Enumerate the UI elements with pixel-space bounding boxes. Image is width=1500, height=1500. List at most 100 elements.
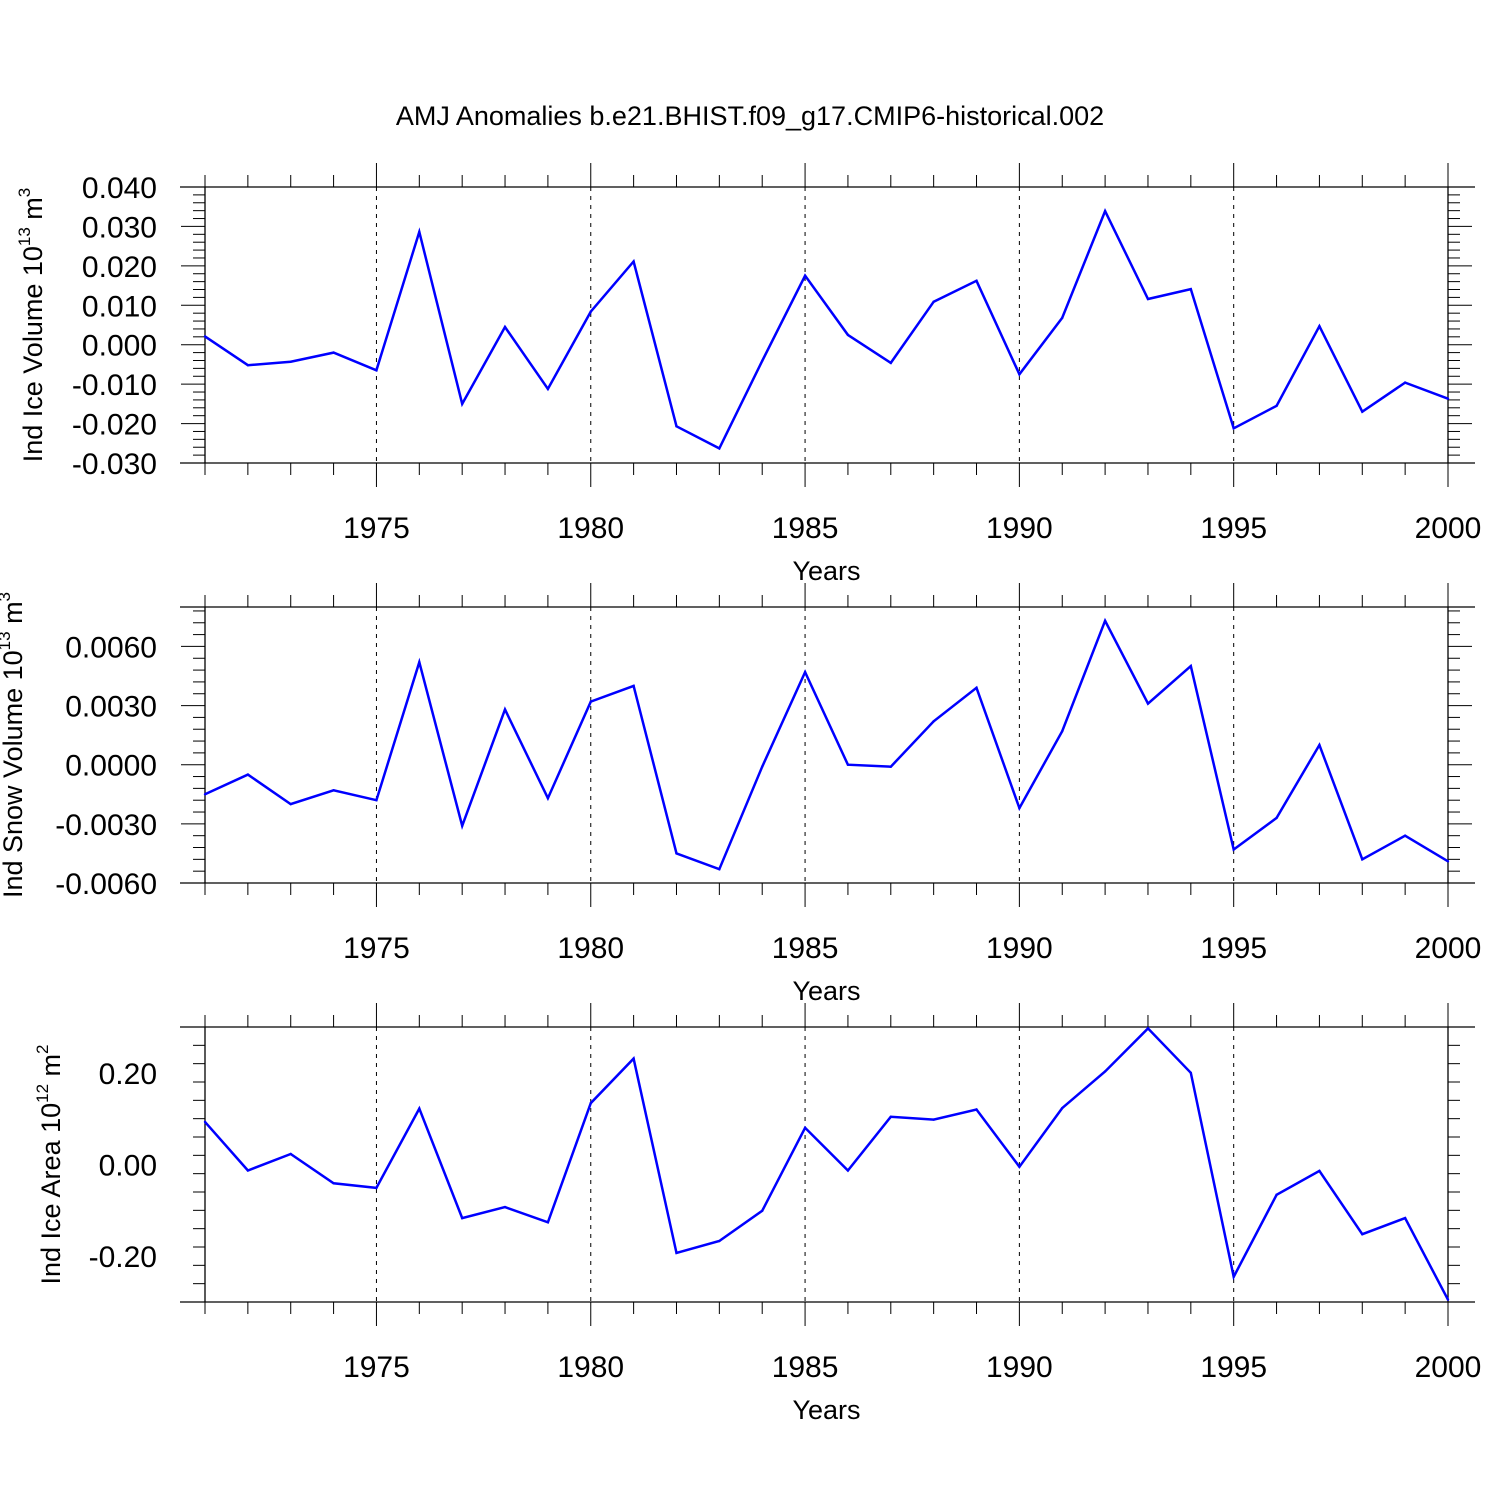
y-axis-label-unit-exp: 3 [0, 592, 14, 601]
x-tick-label: 1980 [557, 512, 624, 545]
data-point [418, 661, 421, 664]
data-point [1403, 381, 1407, 384]
data-point [632, 684, 635, 688]
x-tick-label: 1975 [343, 512, 410, 545]
data-point [332, 1182, 335, 1185]
y-axis-label-text: Ind Snow Volume 10 [0, 650, 28, 898]
data-point [975, 686, 978, 690]
y-tick-label: -0.20 [89, 1241, 157, 1274]
y-axis-label-unit-exp: 3 [15, 188, 34, 197]
data-point [889, 765, 892, 768]
y-tick-label: 0.030 [82, 211, 157, 244]
data-point [375, 799, 378, 802]
data-point [1146, 297, 1150, 301]
data-point [1446, 860, 1450, 863]
data-point [289, 1152, 292, 1156]
y-tick-label: -0.020 [72, 409, 157, 442]
data-point [932, 1118, 935, 1121]
data-point [546, 387, 550, 391]
data-point [1446, 397, 1450, 400]
data-point [932, 300, 935, 303]
data-point [1146, 702, 1150, 705]
y-axis-label: Ind Ice Volume 1013 m3 [15, 188, 48, 463]
y-axis-label-text: Ind Ice Volume 10 [18, 246, 48, 462]
data-point [975, 1108, 978, 1111]
data-point [418, 1107, 421, 1110]
y-tick-label: 0.010 [82, 290, 157, 323]
data-point [246, 364, 250, 367]
data-point [1361, 858, 1364, 861]
series-line [204, 617, 1449, 871]
data-point [203, 335, 207, 338]
data-point [1061, 730, 1064, 733]
data-point [246, 1169, 250, 1172]
data-point [718, 1239, 721, 1243]
x-tick-label: 1995 [1200, 1351, 1267, 1384]
y-axis-label: Ind Snow Volume 1013 m3 [0, 592, 28, 898]
data-point [718, 868, 721, 871]
panels: -0.030 -0.020 -0.010 0.000 0.010 0.020 0.030 0.… [0, 163, 1481, 1425]
x-tick-label: 1990 [986, 512, 1053, 545]
data-point [1018, 373, 1021, 376]
data-point [889, 361, 892, 365]
x-tick-label: 1985 [772, 932, 839, 965]
chart-title: AMJ Anomalies b.e21.BHIST.f09_g17.CMIP6-… [396, 101, 1104, 131]
x-tick-label: 1985 [772, 512, 839, 545]
data-point [675, 425, 678, 428]
y-axis-label-unit: m [18, 197, 48, 227]
data-point [589, 310, 592, 313]
x-tick-label: 1980 [557, 1351, 624, 1384]
data-point [1318, 1169, 1321, 1173]
y-axis-label-unit: m [0, 601, 28, 631]
data-point [246, 773, 250, 776]
y-axis-label-exp: 12 [33, 1084, 52, 1103]
y-axis-label-text: Ind Ice Area 10 [36, 1103, 66, 1285]
data-point [632, 260, 635, 263]
data-point [1018, 806, 1021, 810]
data-point [761, 359, 764, 363]
data-point [1275, 816, 1278, 820]
x-tick-label: 1975 [343, 932, 410, 965]
data-point [332, 351, 335, 354]
data-point [375, 1186, 378, 1190]
data-point [1061, 316, 1064, 320]
panel-2: -0.0060 -0.0030 0.0000 0.0030 0.0060 1975 1980… [0, 583, 1481, 1006]
data-point [1361, 410, 1364, 413]
x-tick-label: 1995 [1200, 932, 1267, 965]
data-point [546, 1221, 550, 1224]
data-point [203, 1120, 207, 1124]
data-point [1189, 287, 1193, 291]
y-tick-label: 0.20 [99, 1058, 157, 1091]
data-point [1232, 427, 1235, 430]
data-point [675, 1251, 678, 1255]
y-axis-label-unit-exp: 2 [33, 1044, 52, 1053]
data-point [718, 447, 721, 450]
data-point [1361, 1232, 1364, 1236]
data-point [932, 720, 935, 723]
data-point [1318, 324, 1321, 328]
data-point [632, 1057, 635, 1060]
data-point [1275, 404, 1278, 408]
data-point [1103, 1070, 1107, 1073]
data-point [975, 279, 978, 283]
data-point [289, 802, 292, 806]
data-point [846, 333, 850, 337]
y-tick-label: 0.000 [82, 330, 157, 363]
data-point [803, 670, 807, 674]
data-point [1446, 1298, 1450, 1301]
data-point [460, 402, 464, 406]
series-line [204, 1026, 1450, 1301]
data-point [546, 797, 550, 800]
data-point [1275, 1193, 1278, 1196]
x-tick-label: 1975 [343, 1351, 410, 1384]
x-tick-label: 2000 [1415, 1351, 1482, 1384]
y-tick-label: 0.0060 [65, 631, 157, 664]
x-axis-label: Years [792, 556, 860, 586]
x-tick-label: 2000 [1415, 932, 1482, 965]
data-point [846, 763, 850, 766]
x-tick-label: 1995 [1200, 512, 1267, 545]
data-point [375, 369, 378, 372]
y-axis-label-unit: m [36, 1054, 66, 1084]
y-tick-label: 0.0030 [65, 691, 157, 724]
